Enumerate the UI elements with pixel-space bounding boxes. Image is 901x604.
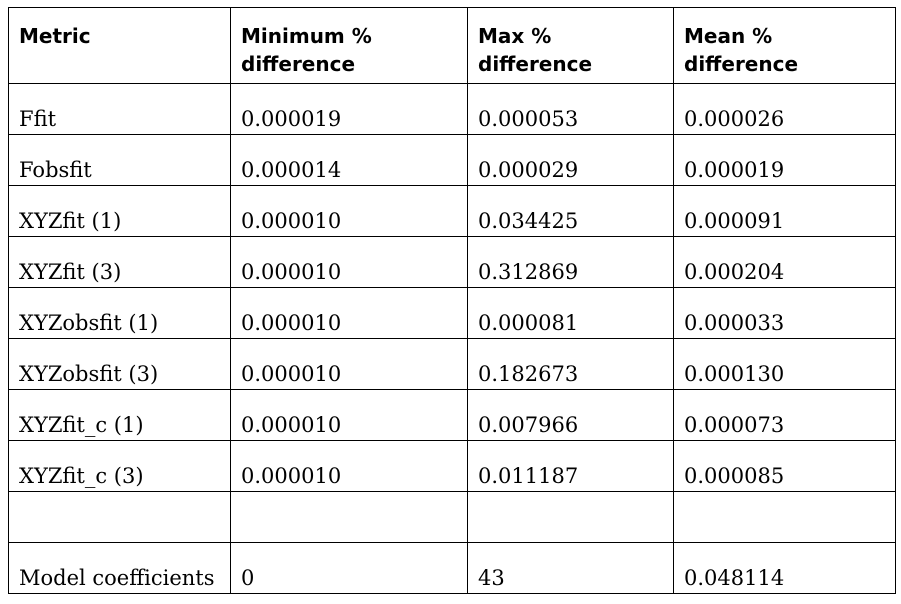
- header-metric: Metric: [8, 7, 231, 84]
- mean-cell: 0.048114: [673, 542, 896, 594]
- mean-cell: [673, 491, 896, 543]
- metric-cell: Fobsfit: [8, 134, 231, 186]
- minimum-cell: 0.000014: [230, 134, 468, 186]
- metrics-table: Metric Minimum % difference Max % differ…: [8, 7, 896, 594]
- max-cell: [467, 491, 674, 543]
- header-mean-difference: Mean % difference: [673, 7, 896, 84]
- minimum-cell: [230, 491, 468, 543]
- max-cell: 0.000081: [467, 287, 674, 339]
- header-row: Metric Minimum % difference Max % differ…: [8, 7, 896, 84]
- table-row: Model coefficients 0 43 0.048114: [8, 542, 896, 594]
- header-max-difference: Max % difference: [467, 7, 674, 84]
- max-cell: 0.312869: [467, 236, 674, 288]
- max-cell: 0.007966: [467, 389, 674, 441]
- mean-cell: 0.000091: [673, 185, 896, 237]
- minimum-cell: 0.000010: [230, 287, 468, 339]
- minimum-cell: 0: [230, 542, 468, 594]
- minimum-cell: 0.000010: [230, 185, 468, 237]
- max-cell: 0.000029: [467, 134, 674, 186]
- max-cell: 0.034425: [467, 185, 674, 237]
- mean-cell: 0.000073: [673, 389, 896, 441]
- max-cell: 0.011187: [467, 440, 674, 492]
- mean-cell: 0.000026: [673, 83, 896, 135]
- max-cell: 0.000053: [467, 83, 674, 135]
- metric-cell: Model coefficients: [8, 542, 231, 594]
- empty-row: [8, 491, 896, 543]
- max-cell: 43: [467, 542, 674, 594]
- minimum-cell: 0.000010: [230, 236, 468, 288]
- metric-cell: [8, 491, 231, 543]
- metric-cell: Ffit: [8, 83, 231, 135]
- metric-cell: XYZfit_c (1): [8, 389, 231, 441]
- table-row: XYZfit (1) 0.000010 0.034425 0.000091: [8, 185, 896, 237]
- table-row: XYZobsfit (1) 0.000010 0.000081 0.000033: [8, 287, 896, 339]
- minimum-cell: 0.000010: [230, 389, 468, 441]
- max-cell: 0.182673: [467, 338, 674, 390]
- metric-cell: XYZfit_c (3): [8, 440, 231, 492]
- metric-cell: XYZfit (1): [8, 185, 231, 237]
- table-row: XYZfit_c (1) 0.000010 0.007966 0.000073: [8, 389, 896, 441]
- table-row: XYZobsfit (3) 0.000010 0.182673 0.000130: [8, 338, 896, 390]
- minimum-cell: 0.000019: [230, 83, 468, 135]
- table-row: XYZfit (3) 0.000010 0.312869 0.000204: [8, 236, 896, 288]
- minimum-cell: 0.000010: [230, 440, 468, 492]
- table-row: XYZfit_c (3) 0.000010 0.011187 0.000085: [8, 440, 896, 492]
- mean-cell: 0.000130: [673, 338, 896, 390]
- mean-cell: 0.000019: [673, 134, 896, 186]
- metric-cell: XYZobsfit (3): [8, 338, 231, 390]
- table-row: Ffit 0.000019 0.000053 0.000026: [8, 83, 896, 135]
- metric-cell: XYZobsfit (1): [8, 287, 231, 339]
- minimum-cell: 0.000010: [230, 338, 468, 390]
- header-minimum-difference: Minimum % difference: [230, 7, 468, 84]
- metric-cell: XYZfit (3): [8, 236, 231, 288]
- mean-cell: 0.000033: [673, 287, 896, 339]
- table-row: Fobsfit 0.000014 0.000029 0.000019: [8, 134, 896, 186]
- mean-cell: 0.000085: [673, 440, 896, 492]
- mean-cell: 0.000204: [673, 236, 896, 288]
